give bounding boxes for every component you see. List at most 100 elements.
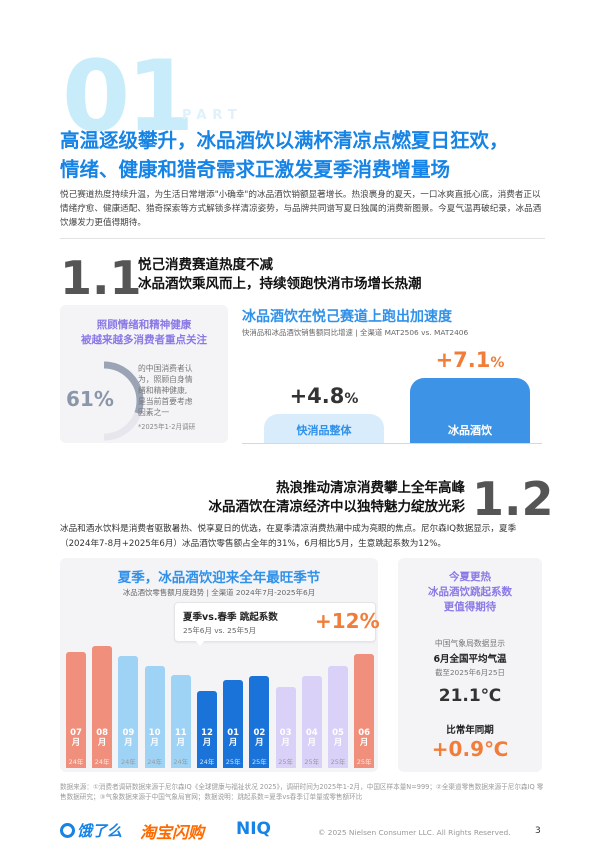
month-label-number: 03	[279, 728, 292, 738]
growth-bar-value: +7.1%	[410, 348, 530, 372]
month-year-label: 24年	[147, 758, 162, 766]
section-1-2-title-line-2: 冰品酒饮在清凉经济中以独特魅力绽放光彩	[208, 499, 466, 515]
logo-taobao-shangou: 淘宝闪购	[140, 823, 205, 842]
panel-title-line-1: 照顾情绪和精神健康	[96, 319, 192, 331]
copyright: © 2025 Nielsen Consumer LLC. All Rights …	[318, 828, 511, 837]
percent-description-line: 因素之一	[138, 408, 170, 417]
section-1-1-number: 1.1	[60, 251, 142, 305]
section-1-1-title-line-2: 冰品酒饮乘风而上，持续领跑快消市场增长热潮	[138, 276, 422, 292]
month-label: 01 月	[223, 728, 243, 748]
month-label-number: 11	[174, 728, 187, 738]
month-bar	[144, 665, 165, 768]
weather-panel-title: 今夏更热 冰品酒饮跳起系数 更值得期待	[398, 570, 542, 615]
weather-title-line-2: 冰品酒饮跳起系数	[428, 586, 512, 598]
month-bar	[118, 656, 139, 768]
logo-eleme-text: 饿了么	[77, 822, 123, 840]
month-label: 02 月	[249, 728, 269, 748]
weather-source: 中国气象局数据显示	[434, 639, 506, 648]
growth-bar-value: +4.8%	[264, 384, 384, 408]
part-label: PART	[182, 108, 243, 123]
logo-eleme: 饿了么	[60, 820, 122, 841]
month-label-number: 05	[332, 728, 344, 738]
logo-niq: NIQ	[236, 819, 272, 839]
emotion-health-panel: 照顾情绪和精神健康 被越来越多消费者重点关注 61% 的中国消费者认 为，照顾自身…	[60, 305, 228, 443]
month-label: 12 月	[197, 728, 217, 748]
month-label-unit: 月	[281, 738, 290, 748]
survey-note: *2025年1-2月调研	[138, 423, 196, 431]
month-label: 10 月	[145, 728, 165, 748]
section-1-1-title: 悦己消费赛道热度不减 冰品酒饮乘风而上，持续领跑快消市场增长热潮	[138, 256, 538, 294]
growth-bar-value-number: +4.8	[289, 384, 345, 408]
jump-coefficient-callout: 夏季vs.春季 跳起系数 25年6月 vs. 25年5月 +12%	[174, 602, 380, 646]
month-label-number: 04	[305, 728, 318, 738]
section-1-2-title: 热浪推动清凉消费攀上全年高峰 冰品酒饮在清凉经济中以独特魅力绽放光彩	[140, 479, 466, 517]
month-year-label: 25年	[278, 758, 293, 766]
month-bar	[328, 665, 348, 768]
eleme-e-icon	[60, 823, 75, 838]
month-year-label: 25年	[330, 758, 346, 766]
data-source-note: 数据来源：①消费者调研数据来源于尼尔森IQ《全球健康与福祉状况 2025》，调研…	[60, 783, 544, 801]
month-label: 11 月	[171, 728, 191, 748]
section-number-watermark: 01	[62, 40, 194, 154]
growth-baseline	[242, 443, 542, 444]
divider	[60, 238, 545, 239]
headline-line-2: 情绪、健康和猎奇需求正激发夏季消费增量场	[60, 158, 451, 181]
weather-title-line-3: 更值得期待	[443, 601, 497, 613]
percent-description-line: 是当前首要考虑	[138, 397, 193, 406]
month-label-unit: 月	[255, 738, 264, 748]
month-bar	[223, 679, 244, 768]
growth-bar-value-unit: %	[490, 355, 505, 371]
callout-subtitle: 25年6月 vs. 25年5月	[183, 626, 257, 635]
percent-description-line: 绪和精神健康,	[138, 386, 188, 395]
month-bar	[301, 676, 322, 768]
month-label: 04 月	[302, 728, 322, 748]
page-number: 3	[535, 826, 541, 836]
section-1-1-title-line-1: 悦己消费赛道热度不减	[138, 257, 273, 273]
section-1-2-body: 冰品和酒水饮料是消费者驱散暑热、悦享夏日的优选，在夏季清凉消费热潮中成为亮眼的焦…	[60, 524, 517, 549]
headline-line-1: 高温逐级攀升，冰品酒饮以满杯清凉点燃夏日狂欢，	[60, 129, 509, 152]
growth-chart-title: 冰品酒饮在悦己赛道上跑出加速度	[242, 309, 452, 325]
month-label: 03 月	[276, 728, 296, 748]
month-label-unit: 月	[176, 738, 186, 748]
weather-compare-value: +0.9℃	[431, 737, 509, 761]
month-label-number: 01	[227, 728, 240, 738]
growth-bar	[264, 414, 384, 444]
month-label: 08 月	[92, 728, 112, 748]
month-year-label: 25年	[356, 758, 372, 766]
intro-paragraph: 悦己赛道热度持续升温，为生活日常增添"小确幸"的冰品酒饮销额显著增长。热浪裹身的…	[60, 190, 542, 228]
month-bar	[197, 691, 217, 768]
month-bar	[66, 651, 86, 768]
month-label-unit: 月	[150, 738, 159, 748]
weather-compare-label: 比常年同期	[446, 725, 494, 736]
month-label-number: 09	[122, 728, 135, 738]
growth-bar-label: 快消品整体	[296, 424, 352, 437]
month-bar	[249, 676, 270, 768]
month-year-label: 24年	[199, 758, 215, 766]
weather-metric-title: 6月全国平均气温	[433, 654, 507, 665]
month-year-label: 24年	[121, 758, 136, 766]
percent-value: 61%	[66, 387, 114, 411]
month-bar	[170, 674, 191, 768]
month-label-number: 12	[201, 728, 213, 738]
monthly-chart-caption: 冰品酒饮零售额月度趋势 | 全渠道 2024年7月-2025年6月	[122, 588, 316, 597]
panel-title-line-2: 被越来越多消费者重点关注	[81, 334, 207, 346]
percent-description: 的中国消费者认 为，照顾自身情 绪和精神健康, 是当前首要考虑 因素之一	[138, 363, 226, 418]
month-label-unit: 月	[124, 738, 133, 748]
month-label-number: 06	[358, 728, 371, 738]
month-label-unit: 月	[71, 738, 81, 748]
weather-title-line-1: 今夏更热	[449, 571, 491, 583]
callout-pointer	[195, 640, 205, 646]
weather-panel: 今夏更热 冰品酒饮跳起系数 更值得期待 中国气象局数据显示 6月全国平均气温 截…	[398, 558, 542, 772]
month-bar	[92, 645, 113, 768]
percent-description-line: 为，照顾自身情	[138, 375, 193, 384]
month-year-label: 25年	[304, 758, 320, 766]
month-year-label: 24年	[173, 758, 189, 766]
month-year-label: 24年	[94, 758, 110, 766]
monthly-chart-panel	[60, 558, 378, 772]
month-label-number: 10	[148, 728, 161, 738]
month-label-number: 02	[253, 728, 266, 738]
month-bar	[354, 653, 375, 768]
month-year-label: 25年	[252, 758, 267, 766]
page-headline: 高温逐级攀升，冰品酒饮以满杯清凉点燃夏日狂欢， 情绪、健康和猎奇需求正激发夏季消…	[60, 126, 560, 184]
month-label-unit: 月	[202, 738, 212, 748]
